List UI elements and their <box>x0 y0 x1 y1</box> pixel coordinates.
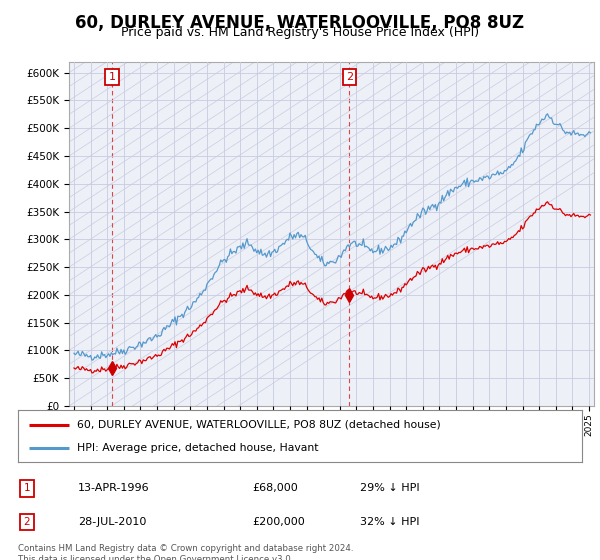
Text: 2: 2 <box>346 72 353 82</box>
Text: 29% ↓ HPI: 29% ↓ HPI <box>360 483 419 493</box>
Text: 1: 1 <box>23 483 31 493</box>
Text: HPI: Average price, detached house, Havant: HPI: Average price, detached house, Hava… <box>77 442 319 452</box>
Text: 13-APR-1996: 13-APR-1996 <box>78 483 149 493</box>
Text: Contains HM Land Registry data © Crown copyright and database right 2024.
This d: Contains HM Land Registry data © Crown c… <box>18 544 353 560</box>
Text: 32% ↓ HPI: 32% ↓ HPI <box>360 517 419 527</box>
Text: 1: 1 <box>109 72 116 82</box>
Text: £200,000: £200,000 <box>252 517 305 527</box>
Text: 2: 2 <box>23 517 31 527</box>
Text: 60, DURLEY AVENUE, WATERLOOVILLE, PO8 8UZ (detached house): 60, DURLEY AVENUE, WATERLOOVILLE, PO8 8U… <box>77 420 441 430</box>
Text: £68,000: £68,000 <box>252 483 298 493</box>
Text: 60, DURLEY AVENUE, WATERLOOVILLE, PO8 8UZ: 60, DURLEY AVENUE, WATERLOOVILLE, PO8 8U… <box>76 14 524 32</box>
Text: Price paid vs. HM Land Registry's House Price Index (HPI): Price paid vs. HM Land Registry's House … <box>121 26 479 39</box>
Text: 28-JUL-2010: 28-JUL-2010 <box>78 517 146 527</box>
